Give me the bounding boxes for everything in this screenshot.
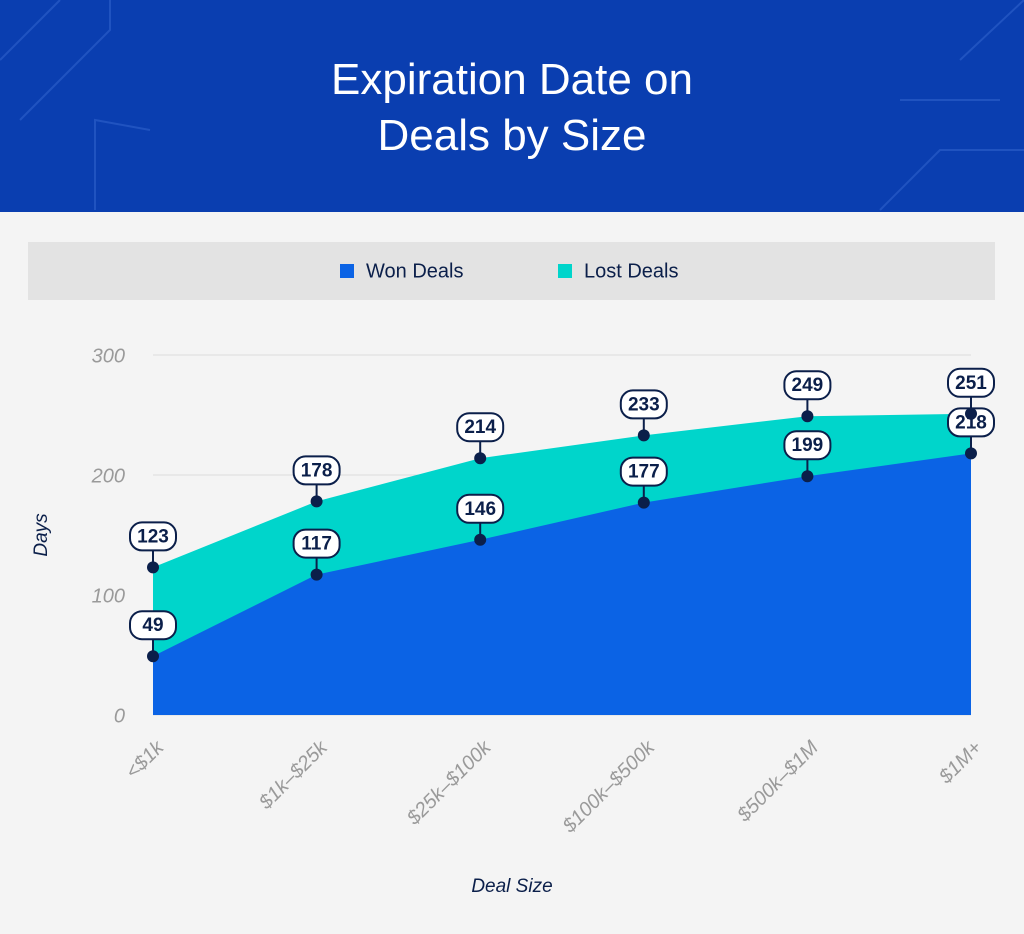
data-point bbox=[965, 407, 977, 420]
legend-box bbox=[28, 242, 995, 300]
chart-title: Expiration Date on Deals by Size bbox=[331, 55, 693, 160]
data-label: 249 bbox=[792, 375, 824, 396]
y-tick-label: 100 bbox=[92, 585, 125, 607]
legend-label: Lost Deals bbox=[584, 260, 679, 282]
data-label: 199 bbox=[792, 435, 824, 456]
data-label: 117 bbox=[301, 534, 332, 555]
label-box bbox=[292, 528, 341, 559]
data-label: 146 bbox=[464, 499, 496, 520]
data-label: 218 bbox=[955, 412, 987, 433]
legend-swatch bbox=[558, 264, 572, 278]
data-point bbox=[147, 561, 159, 574]
label-box bbox=[619, 389, 668, 420]
x-tick-label: $500k–$1M bbox=[732, 736, 822, 826]
data-point bbox=[474, 452, 487, 465]
data-label: 214 bbox=[464, 417, 496, 438]
label-box bbox=[947, 367, 995, 398]
data-point bbox=[310, 495, 323, 508]
data-point bbox=[310, 568, 323, 581]
y-tick-label: 300 bbox=[92, 345, 125, 367]
label-box bbox=[456, 412, 505, 443]
label-box bbox=[129, 521, 177, 552]
decoration bbox=[0, 0, 1024, 211]
label-box bbox=[456, 493, 505, 524]
data-point bbox=[801, 410, 814, 423]
x-tick-label: $25k–$100k bbox=[402, 736, 496, 830]
x-axis-label: Deal Size bbox=[471, 876, 552, 897]
legend-label: Won Deals bbox=[366, 260, 463, 282]
data-point bbox=[965, 447, 977, 460]
y-tick-label: 0 bbox=[114, 705, 125, 727]
data-point bbox=[801, 470, 814, 483]
data-label: 177 bbox=[628, 462, 660, 483]
x-tick-label: $1M+ bbox=[934, 737, 986, 789]
label-box bbox=[783, 430, 832, 461]
data-label: 233 bbox=[628, 394, 660, 415]
legend-swatch bbox=[340, 264, 354, 278]
data-label: 178 bbox=[301, 460, 333, 481]
data-point bbox=[637, 429, 650, 442]
header bbox=[0, 0, 1024, 212]
data-point bbox=[637, 496, 650, 509]
data-point bbox=[474, 533, 487, 546]
label-box bbox=[619, 456, 668, 487]
label-box bbox=[783, 370, 832, 401]
data-label: 251 bbox=[955, 373, 987, 394]
x-tick-label: $100k–$500k bbox=[558, 736, 660, 838]
y-tick-label: 200 bbox=[91, 465, 125, 487]
x-tick-label: $1k–$25k bbox=[254, 736, 332, 814]
x-tick-label: <$1k bbox=[122, 736, 169, 783]
data-label: 49 bbox=[142, 615, 163, 636]
data-point bbox=[147, 650, 159, 663]
y-axis-label: Days bbox=[31, 513, 52, 557]
label-box bbox=[292, 455, 341, 486]
area bbox=[153, 453, 971, 715]
data-label: 123 bbox=[137, 526, 169, 547]
label-box bbox=[129, 610, 177, 641]
